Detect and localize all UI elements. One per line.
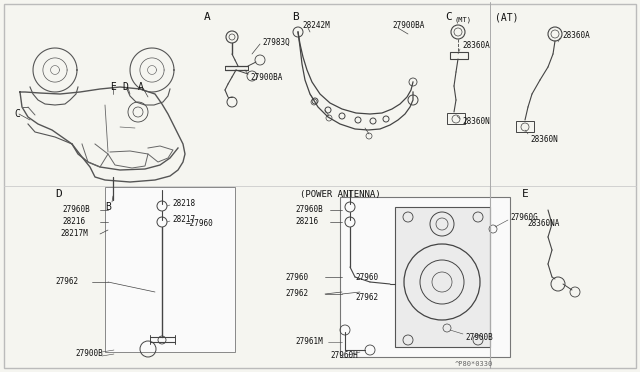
Text: E: E [110, 82, 116, 92]
Bar [395, 207, 490, 347]
Text: 27900B: 27900B [75, 350, 103, 359]
Text: 28218: 28218 [172, 199, 195, 208]
Text: ^P80*0330: ^P80*0330 [455, 361, 493, 367]
Text: 27900B: 27900B [465, 333, 493, 341]
Text: 27960B: 27960B [62, 205, 90, 215]
Text: (AT): (AT) [495, 12, 518, 22]
Text: 28242M: 28242M [302, 20, 330, 29]
Text: 28217: 28217 [172, 215, 195, 224]
Text: (POWER ANTENNA): (POWER ANTENNA) [300, 189, 381, 199]
Text: 28360NA: 28360NA [527, 219, 559, 228]
Text: 28360N: 28360N [462, 118, 490, 126]
Text: 27960B: 27960B [295, 205, 323, 215]
Text: ─27960: ─27960 [185, 219, 212, 228]
Text: 27960G: 27960G [510, 212, 538, 221]
Text: D: D [55, 189, 61, 199]
Text: 28216: 28216 [62, 218, 85, 227]
Text: 28360A: 28360A [462, 41, 490, 49]
Bar [105, 187, 235, 352]
Bar [450, 52, 468, 59]
Text: 28360N: 28360N [530, 135, 557, 144]
Text: 27962: 27962 [355, 292, 378, 301]
Bar [516, 121, 534, 132]
Bar [447, 113, 465, 124]
Text: 27961M: 27961M [295, 337, 323, 346]
Text: 27900BA: 27900BA [250, 73, 282, 81]
Text: B: B [105, 202, 111, 212]
Text: C: C [445, 12, 452, 22]
Text: A: A [138, 82, 144, 92]
Text: C: C [14, 109, 20, 119]
Text: B: B [292, 12, 299, 22]
Bar [340, 197, 510, 357]
Text: 27983Q: 27983Q [262, 38, 290, 46]
Text: (MT): (MT) [455, 17, 472, 23]
Text: 27962: 27962 [55, 278, 78, 286]
Text: 28360A: 28360A [562, 32, 589, 41]
Text: 27960: 27960 [285, 273, 308, 282]
Text: 27960H: 27960H [330, 350, 358, 359]
Text: 28217M: 28217M [60, 230, 88, 238]
Text: D: D [122, 82, 128, 92]
Text: 27960: 27960 [355, 273, 378, 282]
Text: A: A [204, 12, 211, 22]
Text: E: E [522, 189, 529, 199]
Text: 27900BA: 27900BA [392, 22, 424, 31]
Text: 28216: 28216 [295, 218, 318, 227]
Text: 27962: 27962 [285, 289, 308, 298]
